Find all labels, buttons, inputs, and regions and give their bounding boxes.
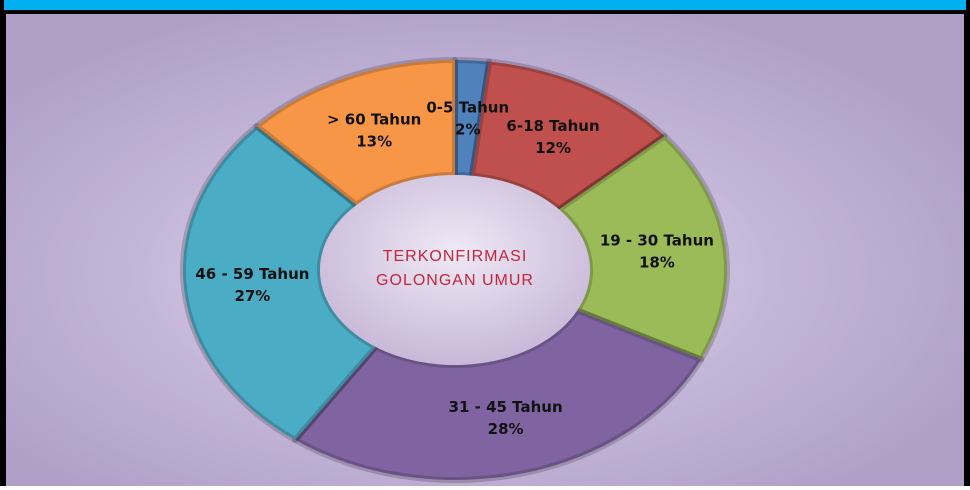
slice-value-label: 12%	[535, 139, 571, 157]
slice	[292, 307, 705, 483]
slice-label: 6-18 Tahun	[506, 117, 599, 135]
top-bar	[4, 0, 966, 10]
slice-label: 0-5 Tahun	[426, 98, 509, 116]
slice-label: 31 - 45 Tahun	[449, 398, 563, 416]
slice-label: 46 - 59 Tahun	[195, 265, 309, 283]
slice-label: > 60 Tahun	[327, 111, 421, 129]
slice-value-label: 13%	[356, 133, 392, 151]
slices	[180, 57, 730, 483]
donut-hole	[320, 175, 590, 365]
slice-value-label: 2%	[455, 120, 480, 138]
slice-value-label: 18%	[639, 253, 675, 271]
center-text: GOLONGAN UMUR	[376, 272, 534, 289]
center-text: TERKONFIRMASI	[383, 248, 528, 265]
slice-value-label: 28%	[488, 420, 524, 438]
slice-value-label: 27%	[234, 287, 270, 305]
slice-label: 19 - 30 Tahun	[600, 231, 714, 249]
